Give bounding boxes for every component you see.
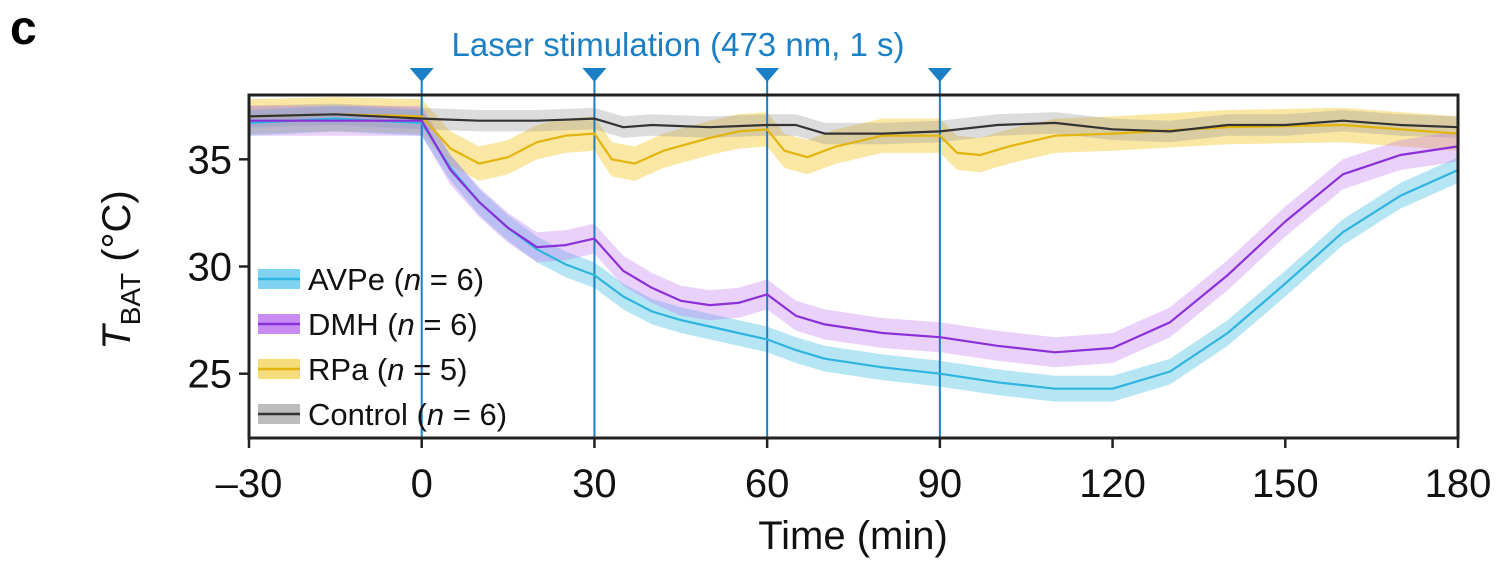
band-dmh	[249, 105, 1458, 368]
series-line-rpa	[248, 113, 1459, 165]
stim-marker-90	[927, 68, 952, 82]
y-axis-title-main: T	[95, 323, 139, 350]
series-lines	[248, 113, 1459, 390]
legend-label-control: Control (n = 6)	[308, 397, 507, 432]
x-tick-label: 60	[745, 462, 790, 506]
stimulation-markers	[409, 68, 952, 82]
x-tick-label: 180	[1425, 462, 1492, 506]
y-tick-label: 25	[188, 353, 233, 397]
legend-label-avpe: AVPe (n = 6)	[308, 262, 484, 297]
y-tick-label: 35	[188, 138, 233, 182]
x-tick-label: 120	[1079, 462, 1146, 506]
panel-letter: c	[10, 2, 37, 55]
x-tick-label: 150	[1252, 462, 1319, 506]
legend-label-rpa: RPa (n = 5)	[308, 352, 467, 387]
legend: AVPe (n = 6) DMH (n = 6) RPa (n = 5) Contro…	[258, 262, 507, 432]
x-tick-label: 90	[918, 462, 963, 506]
series-line-dmh	[249, 119, 1459, 354]
band-control	[249, 103, 1458, 145]
band-rpa	[249, 97, 1458, 181]
x-axis-ticks: –30 0 30 60 90 120 150 180	[216, 438, 1492, 506]
y-axis-title: TBAT (°C)	[95, 190, 146, 349]
x-axis-title: Time (min)	[758, 514, 948, 558]
stim-marker-30	[582, 68, 607, 82]
y-tick-label: 30	[188, 246, 233, 290]
y-axis-ticks: 25 30 35	[188, 138, 249, 397]
series-line-control	[248, 113, 1459, 135]
y-axis-title-unit: (°C)	[95, 190, 139, 273]
stim-marker-60	[755, 68, 780, 82]
legend-label-dmh: DMH (n = 6)	[308, 307, 478, 342]
y-axis-title-sub: BAT	[115, 273, 146, 325]
annotation-text: Laser stimulation (473 nm, 1 s)	[451, 26, 904, 63]
x-tick-label: –30	[216, 462, 283, 506]
stimulation-lines	[420, 72, 941, 438]
x-tick-label: 0	[411, 462, 433, 506]
stim-marker-0	[409, 68, 434, 82]
x-tick-label: 30	[572, 462, 617, 506]
confidence-bands	[249, 97, 1458, 402]
